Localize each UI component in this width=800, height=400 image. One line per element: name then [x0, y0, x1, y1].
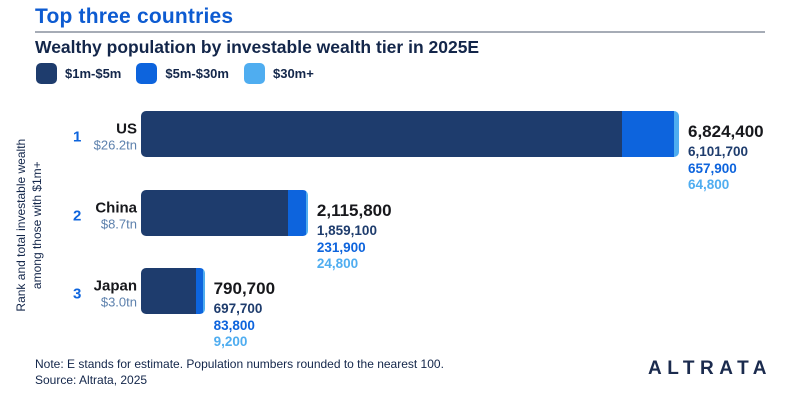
- country-name: China: [95, 199, 137, 217]
- altrata-logo: ALTRATA: [648, 358, 772, 379]
- bar-segment-tier2: [622, 111, 674, 157]
- stacked-bar: [141, 111, 679, 157]
- bar-segment-tier1: [141, 111, 622, 157]
- legend-label: $5m-$30m: [165, 66, 229, 81]
- title-divider: [35, 31, 765, 33]
- tier3-value: 24,800: [316, 256, 359, 271]
- bar-segment-tier3: [202, 268, 205, 314]
- bar-segment-tier1: [141, 190, 288, 236]
- value-labels: 790,700 697,700 83,800 9,200: [214, 268, 275, 351]
- country-label-block: US $26.2tn: [0, 121, 137, 154]
- footnote: Note: E stands for estimate. Population …: [35, 356, 444, 388]
- tier1-value: 1,859,100: [316, 223, 377, 238]
- tier2-value: 657,900: [687, 160, 737, 176]
- bar-segment-tier3: [673, 111, 679, 157]
- bar-segment-tier3: [305, 190, 308, 236]
- bar-segment-tier1: [141, 268, 196, 314]
- total-value: 2,115,800: [316, 201, 392, 220]
- country-label-block: Japan $3.0tn: [0, 278, 137, 311]
- bar-row-china: 2 China $8.7tn 2,115,800 1,859,100 231,9…: [0, 190, 800, 271]
- footnote-note: Note: E stands for estimate. Population …: [35, 357, 444, 371]
- tier3-value: 64,800: [687, 177, 730, 192]
- page-title: Top three countries: [35, 5, 234, 28]
- legend-item-tier2: $5m-$30m: [136, 63, 229, 84]
- legend: $1m-$5m $5m-$30m $30m+: [36, 63, 314, 84]
- rank-number: 1: [73, 128, 82, 146]
- tier1-value: 6,101,700: [687, 144, 749, 159]
- tier2-value: 231,900: [316, 239, 366, 255]
- total-value: 790,700: [213, 279, 276, 298]
- tier3-value: 9,200: [213, 334, 248, 349]
- rank-number: 2: [73, 207, 82, 225]
- legend-item-tier3: $30m+: [243, 63, 314, 84]
- country-wealth: $26.2tn: [93, 137, 137, 153]
- tier3-swatch-icon: [243, 63, 265, 84]
- bar-segment-tier2: [196, 268, 203, 314]
- rank-number: 3: [73, 285, 82, 303]
- tier2-swatch-icon: [136, 63, 158, 84]
- bar-row-japan: 3 Japan $3.0tn 790,700 697,700 83,800 9,…: [0, 268, 800, 349]
- bar-row-us: 1 US $26.2tn 6,824,400 6,101,700 657,900…: [0, 111, 800, 192]
- country-name: Japan: [93, 277, 137, 295]
- legend-label: $30m+: [272, 66, 314, 81]
- legend-label: $1m-$5m: [65, 66, 122, 81]
- bar-segment-tier2: [287, 190, 306, 236]
- value-labels: 6,824,400 6,101,700 657,900 64,800: [688, 111, 764, 194]
- total-value: 6,824,400: [687, 122, 764, 141]
- country-label-block: China $8.7tn: [0, 200, 137, 233]
- chart-subtitle: Wealthy population by investable wealth …: [35, 37, 480, 57]
- stacked-bar: [141, 268, 205, 314]
- country-wealth: $3.0tn: [100, 294, 137, 310]
- country-wealth: $8.7tn: [100, 216, 137, 232]
- country-name: US: [116, 120, 137, 138]
- tier2-value: 83,800: [213, 317, 255, 333]
- value-labels: 2,115,800 1,859,100 231,900 24,800: [317, 190, 392, 273]
- tier1-value: 697,700: [213, 301, 263, 316]
- tier1-swatch-icon: [36, 63, 57, 84]
- footnote-source: Source: Altrata, 2025: [35, 373, 148, 387]
- stacked-bar: [141, 190, 308, 236]
- legend-item-tier1: $1m-$5m: [36, 63, 121, 84]
